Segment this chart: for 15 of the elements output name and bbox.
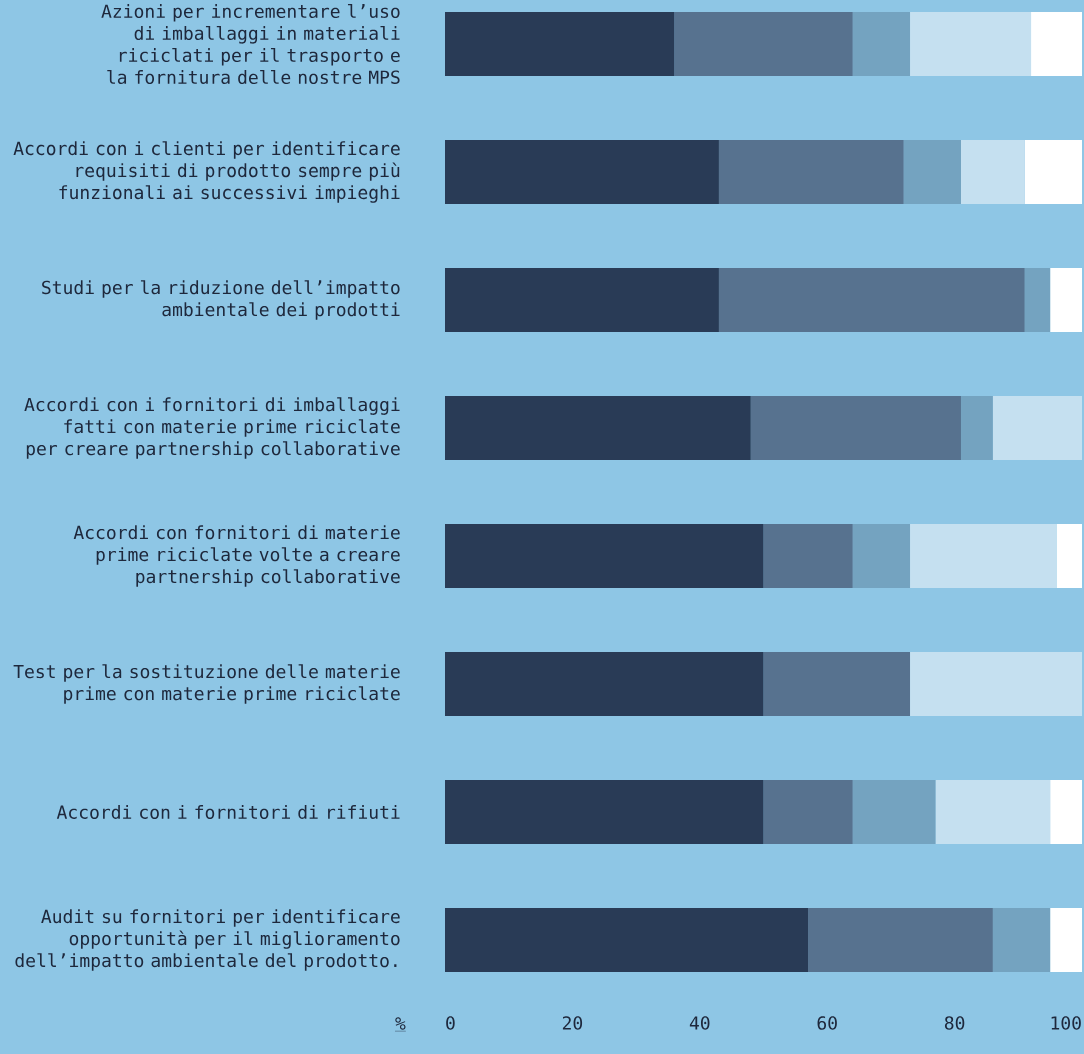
y-tick-label: Azioni per incrementare l’uso di imballaggi in materiali riciclati per il trasporto e la fornitura delle nostre MPS	[101, 3, 400, 85]
x-tick-label: 0	[446, 1016, 455, 1030]
y-tick-label: Accordi con i fornitori di imballaggi fatti con materie prime riciclate per creare partnership collaborative	[24, 397, 400, 459]
y-tick-label: Accordi con i clienti per identificare requisiti di prodotto sempre più funzionali ai successivi impieghi	[13, 141, 400, 203]
x-tick-label: 60	[817, 1016, 837, 1030]
y-tick-label: Audit su fornitori per identificare opportunità per il miglioramento dell’impatto ambientale del prodotto.	[15, 909, 400, 971]
x-axis-title: %	[395, 1017, 406, 1030]
y-tick-label: Test per la sostituzione delle materie prime con materie prime riciclate	[13, 664, 400, 704]
y-tick-label: Accordi con i fornitori di rifiuti	[56, 805, 400, 819]
y-tick-label: Accordi con fornitori di materie prime riciclate volte a creare partnership collaborative	[73, 525, 400, 587]
x-tick-label: 20	[562, 1016, 583, 1030]
x-tick-label: 80	[944, 1016, 965, 1030]
x-tick-label: 100	[1051, 1016, 1081, 1030]
y-tick-label: Studi per la riduzione dell’impatto ambientale dei prodotti	[42, 280, 400, 320]
x-tick-label: 40	[689, 1016, 710, 1030]
